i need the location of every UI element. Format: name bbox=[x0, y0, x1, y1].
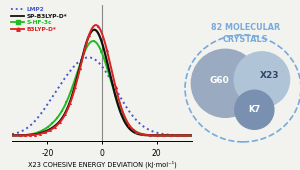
Text: 82 MOLECULAR: 82 MOLECULAR bbox=[211, 23, 280, 32]
Circle shape bbox=[235, 90, 274, 129]
Legend: LMP2, SP-B3LYP-D*, S-HF-3c, B3LYP-D*: LMP2, SP-B3LYP-D*, S-HF-3c, B3LYP-D* bbox=[11, 7, 67, 32]
Text: X23: X23 bbox=[260, 71, 279, 80]
X-axis label: X23 COHESIVE ENERGY DEVIATION (kJ·mol⁻¹): X23 COHESIVE ENERGY DEVIATION (kJ·mol⁻¹) bbox=[28, 160, 176, 168]
Circle shape bbox=[191, 49, 260, 117]
Text: G60: G60 bbox=[209, 76, 229, 85]
Text: CRYSTALS: CRYSTALS bbox=[223, 35, 268, 44]
Circle shape bbox=[234, 52, 290, 107]
Text: K7: K7 bbox=[248, 105, 260, 114]
